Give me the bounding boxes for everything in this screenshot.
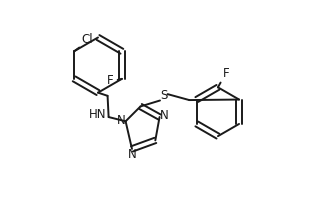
Text: N: N xyxy=(128,148,136,161)
Text: F: F xyxy=(223,67,230,80)
Text: N: N xyxy=(117,114,125,127)
Text: Cl: Cl xyxy=(81,33,93,46)
Text: S: S xyxy=(160,89,167,102)
Text: HN: HN xyxy=(89,108,107,121)
Text: N: N xyxy=(160,109,169,123)
Text: F: F xyxy=(107,74,113,88)
